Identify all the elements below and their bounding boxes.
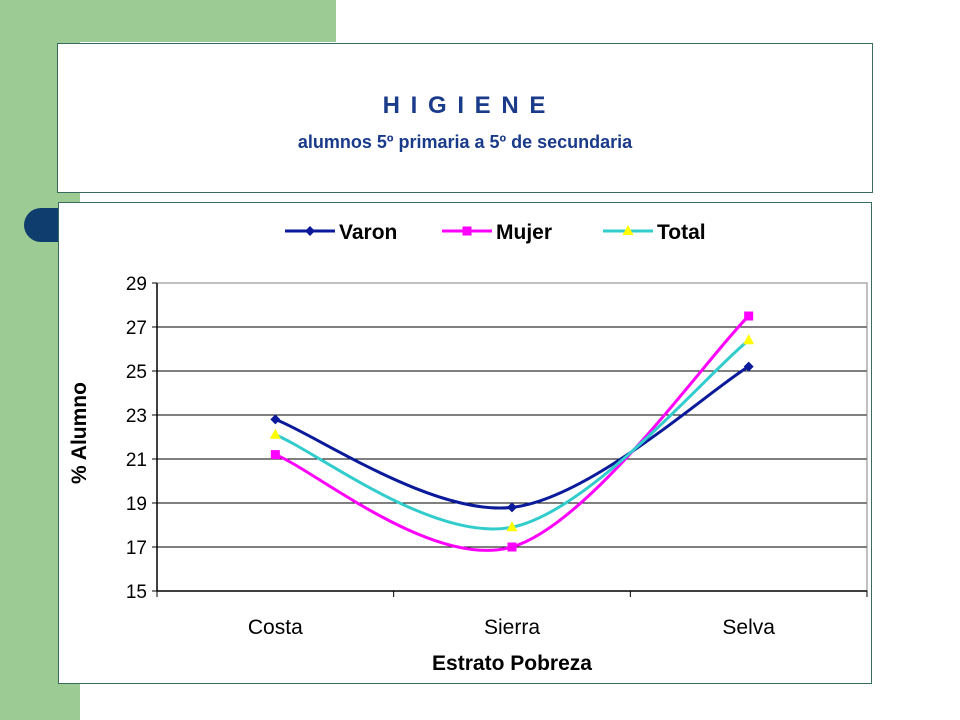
y-tick-label: 29 (126, 274, 147, 295)
y-tick-label: 25 (126, 362, 147, 383)
data-point (743, 361, 754, 372)
series-mujer (270, 311, 754, 552)
legend-marker (622, 225, 634, 235)
data-point (506, 521, 518, 532)
y-tick-label: 15 (126, 582, 147, 603)
data-point (507, 542, 517, 552)
y-tick-label: 17 (126, 538, 147, 559)
legend-label: Mujer (496, 221, 552, 244)
data-point (743, 334, 755, 345)
series-line (274, 365, 750, 510)
data-point (270, 414, 281, 425)
series-line (274, 314, 750, 552)
data-point (269, 428, 281, 439)
legend-label: Total (657, 221, 706, 244)
decorative-green-bar-top (80, 0, 336, 42)
slide-title: H I G I E N E (382, 92, 548, 119)
legend: Varon Mujer Total (285, 221, 706, 244)
series-varon (270, 361, 754, 513)
y-tick-labels: 15 17 19 21 23 25 27 29 (126, 274, 157, 603)
legend-label: Varon (339, 221, 397, 244)
data-point (270, 450, 280, 460)
title-panel: H I G I E N E alumnos 5º primaria a 5º d… (57, 43, 873, 193)
legend-marker (305, 226, 315, 236)
chart-panel: 15 17 19 21 23 25 27 29 Costa Sierra Selva Varon M… (58, 202, 872, 684)
series-group (269, 311, 755, 552)
series-line (274, 339, 750, 531)
x-tick-label: Sierra (484, 616, 540, 639)
y-tick-label: 19 (126, 494, 147, 515)
x-axis-label: Estrato Pobreza (432, 652, 592, 675)
line-chart: 15 17 19 21 23 25 27 29 Costa Sierra Selva Varon M… (68, 221, 868, 675)
y-tick-label: 23 (126, 406, 147, 427)
legend-marker (462, 226, 472, 236)
data-point (744, 311, 754, 321)
x-tick-label: Costa (248, 616, 303, 639)
axes (156, 282, 868, 592)
series-total (269, 334, 755, 532)
y-tick-label: 21 (126, 450, 147, 471)
y-tick-label: 27 (126, 318, 147, 339)
data-point (507, 502, 517, 513)
x-tick-labels: Costa Sierra Selva (156, 591, 868, 639)
slide-subtitle: alumnos 5º primaria a 5º de secundaria (297, 132, 633, 152)
x-tick-label: Selva (722, 616, 775, 639)
y-axis-label: % Alumno (68, 382, 91, 484)
